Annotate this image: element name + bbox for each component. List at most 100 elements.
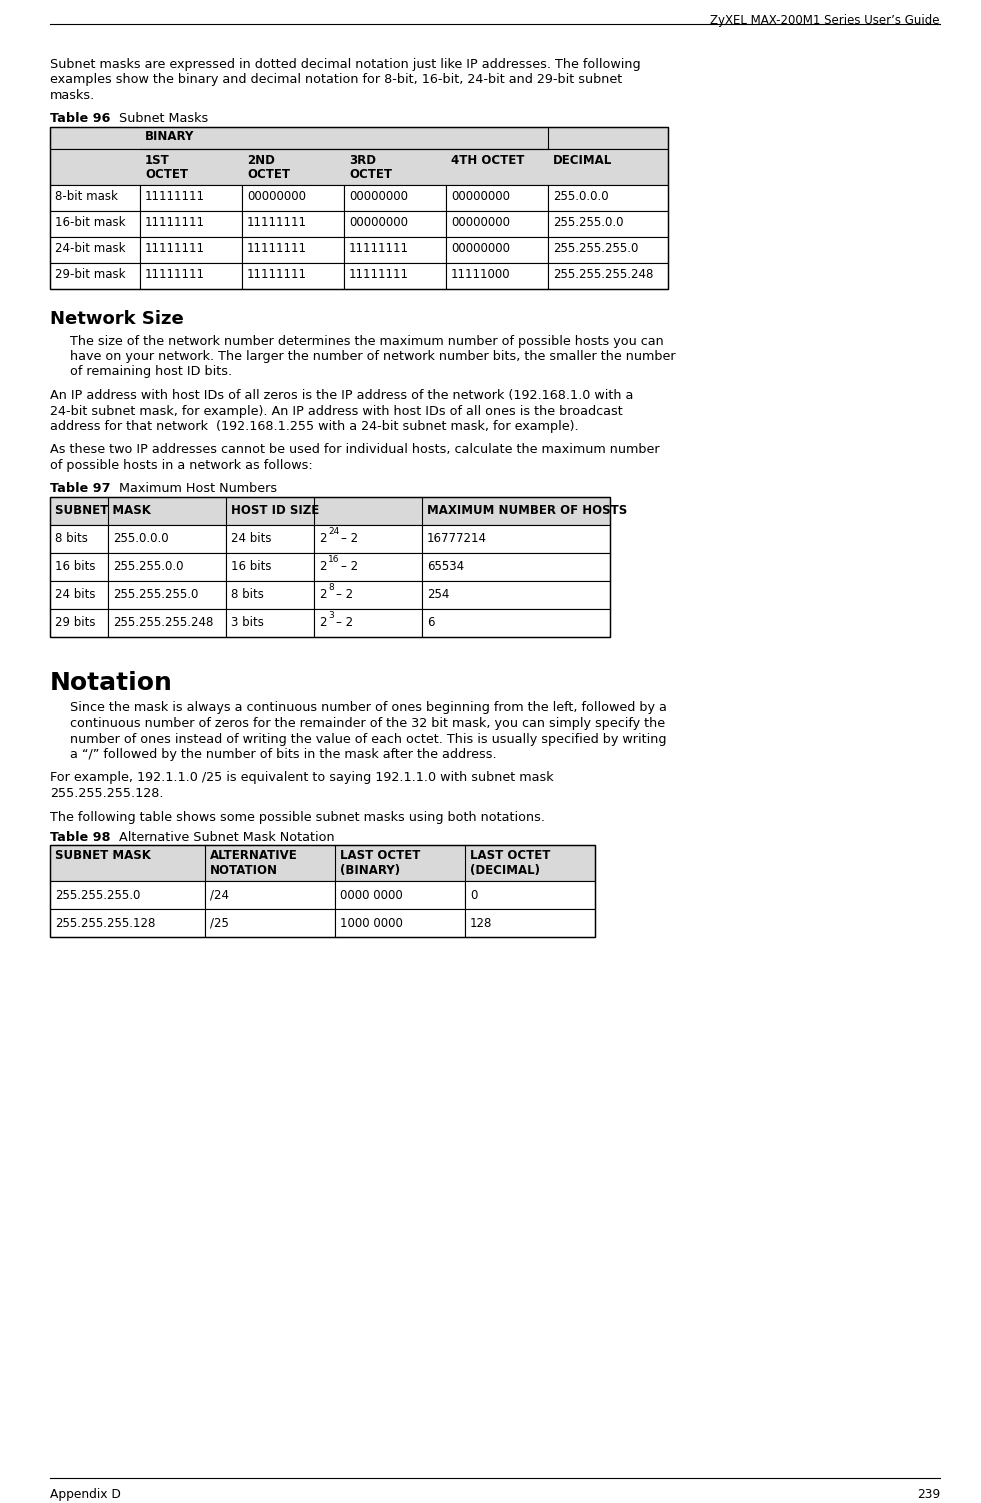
Text: 2: 2: [319, 561, 327, 574]
Bar: [548, 210, 668, 236]
Bar: [548, 263, 668, 289]
Text: 8 bits: 8 bits: [231, 589, 264, 601]
Bar: [344, 263, 446, 289]
Text: 24 bits: 24 bits: [231, 532, 272, 546]
Bar: [465, 909, 595, 936]
Bar: [226, 525, 314, 553]
Bar: [50, 881, 205, 909]
Text: LAST OCTET
(DECIMAL): LAST OCTET (DECIMAL): [470, 849, 550, 876]
Text: For example, 192.1.1.0 /25 is equivalent to saying 192.1.1.0 with subnet mask: For example, 192.1.1.0 /25 is equivalent…: [50, 771, 553, 785]
Text: – 2: – 2: [336, 589, 353, 601]
Bar: [465, 881, 595, 909]
Bar: [140, 236, 242, 263]
Bar: [226, 553, 314, 580]
Bar: [548, 185, 668, 210]
Text: 2: 2: [319, 589, 327, 601]
Bar: [205, 881, 335, 909]
Text: As these two IP addresses cannot be used for individual hosts, calculate the max: As these two IP addresses cannot be used…: [50, 443, 659, 457]
Text: MAXIMUM NUMBER OF HOSTS: MAXIMUM NUMBER OF HOSTS: [427, 505, 627, 517]
Text: LAST OCTET
(BINARY): LAST OCTET (BINARY): [340, 849, 421, 876]
Text: 11111111: 11111111: [349, 269, 409, 281]
Text: /25: /25: [210, 917, 229, 930]
Bar: [548, 236, 668, 263]
Text: 255.255.255.128.: 255.255.255.128.: [50, 788, 164, 800]
Text: 00000000: 00000000: [451, 191, 510, 203]
Text: – 2: – 2: [336, 616, 353, 630]
Text: Maximum Host Numbers: Maximum Host Numbers: [107, 482, 277, 496]
Text: ZyXEL MAX-200M1 Series User’s Guide: ZyXEL MAX-200M1 Series User’s Guide: [710, 14, 940, 27]
Text: 11111000: 11111000: [451, 269, 511, 281]
Text: SUBNET MASK: SUBNET MASK: [55, 849, 151, 863]
Text: 00000000: 00000000: [349, 216, 408, 230]
Text: 16-bit mask: 16-bit mask: [55, 216, 126, 230]
Bar: [140, 185, 242, 210]
Text: 24: 24: [328, 528, 339, 537]
Text: The following table shows some possible subnet masks using both notations.: The following table shows some possible …: [50, 810, 545, 824]
Text: – 2: – 2: [341, 561, 358, 574]
Text: Subnet masks are expressed in dotted decimal notation just like IP addresses. Th: Subnet masks are expressed in dotted dec…: [50, 59, 641, 71]
Bar: [50, 909, 205, 936]
Text: 4TH OCTET: 4TH OCTET: [451, 153, 525, 167]
Bar: [242, 185, 344, 210]
Bar: [446, 236, 548, 263]
Text: 24-bit mask: 24-bit mask: [55, 242, 126, 256]
Text: Table 96: Table 96: [50, 113, 111, 125]
Text: number of ones instead of writing the value of each octet. This is usually speci: number of ones instead of writing the va…: [70, 732, 666, 745]
Bar: [50, 845, 595, 881]
Text: 8: 8: [328, 583, 334, 592]
Text: 1000 0000: 1000 0000: [340, 917, 403, 930]
Text: 11111111: 11111111: [349, 242, 409, 256]
Text: 239: 239: [917, 1488, 940, 1501]
Bar: [140, 263, 242, 289]
Text: 65534: 65534: [427, 561, 464, 574]
Bar: [50, 525, 108, 553]
Text: 255.255.255.248: 255.255.255.248: [553, 269, 653, 281]
Text: 255.255.255.0: 255.255.255.0: [553, 242, 639, 256]
Bar: [344, 236, 446, 263]
Bar: [50, 210, 140, 236]
Text: Network Size: Network Size: [50, 311, 183, 329]
Bar: [50, 263, 140, 289]
Text: examples show the binary and decimal notation for 8-bit, 16-bit, 24-bit and 29-b: examples show the binary and decimal not…: [50, 74, 622, 87]
Text: 6: 6: [427, 616, 435, 630]
Text: 3: 3: [328, 612, 334, 621]
Bar: [50, 185, 140, 210]
Bar: [50, 496, 610, 525]
Text: 16: 16: [328, 556, 339, 565]
Bar: [205, 909, 335, 936]
Text: 24 bits: 24 bits: [55, 589, 95, 601]
Bar: [50, 126, 668, 149]
Text: DECIMAL: DECIMAL: [553, 153, 612, 167]
Bar: [108, 609, 226, 636]
Text: 255.255.255.0: 255.255.255.0: [55, 888, 140, 902]
Text: HOST ID SIZE: HOST ID SIZE: [231, 505, 319, 517]
Bar: [140, 210, 242, 236]
Text: have on your network. The larger the number of network number bits, the smaller : have on your network. The larger the num…: [70, 350, 676, 364]
Text: a “/” followed by the number of bits in the mask after the address.: a “/” followed by the number of bits in …: [70, 748, 496, 761]
Text: 11111111: 11111111: [247, 216, 307, 230]
Text: 16 bits: 16 bits: [55, 561, 95, 574]
Text: 11111111: 11111111: [145, 191, 205, 203]
Text: Table 97: Table 97: [50, 482, 111, 496]
Bar: [314, 609, 422, 636]
Text: Since the mask is always a continuous number of ones beginning from the left, fo: Since the mask is always a continuous nu…: [70, 702, 667, 714]
Text: 11111111: 11111111: [145, 216, 205, 230]
Bar: [422, 580, 610, 609]
Text: 11111111: 11111111: [247, 269, 307, 281]
Bar: [50, 496, 610, 636]
Bar: [314, 525, 422, 553]
Bar: [422, 609, 610, 636]
Text: 255.255.255.0: 255.255.255.0: [113, 589, 198, 601]
Bar: [344, 185, 446, 210]
Bar: [226, 609, 314, 636]
Text: 255.255.255.248: 255.255.255.248: [113, 616, 214, 630]
Text: 3RD
OCTET: 3RD OCTET: [349, 153, 392, 182]
Bar: [314, 553, 422, 580]
Text: 29-bit mask: 29-bit mask: [55, 269, 126, 281]
Bar: [242, 263, 344, 289]
Bar: [50, 580, 108, 609]
Bar: [422, 525, 610, 553]
Text: 16777214: 16777214: [427, 532, 487, 546]
Bar: [226, 580, 314, 609]
Bar: [50, 236, 140, 263]
